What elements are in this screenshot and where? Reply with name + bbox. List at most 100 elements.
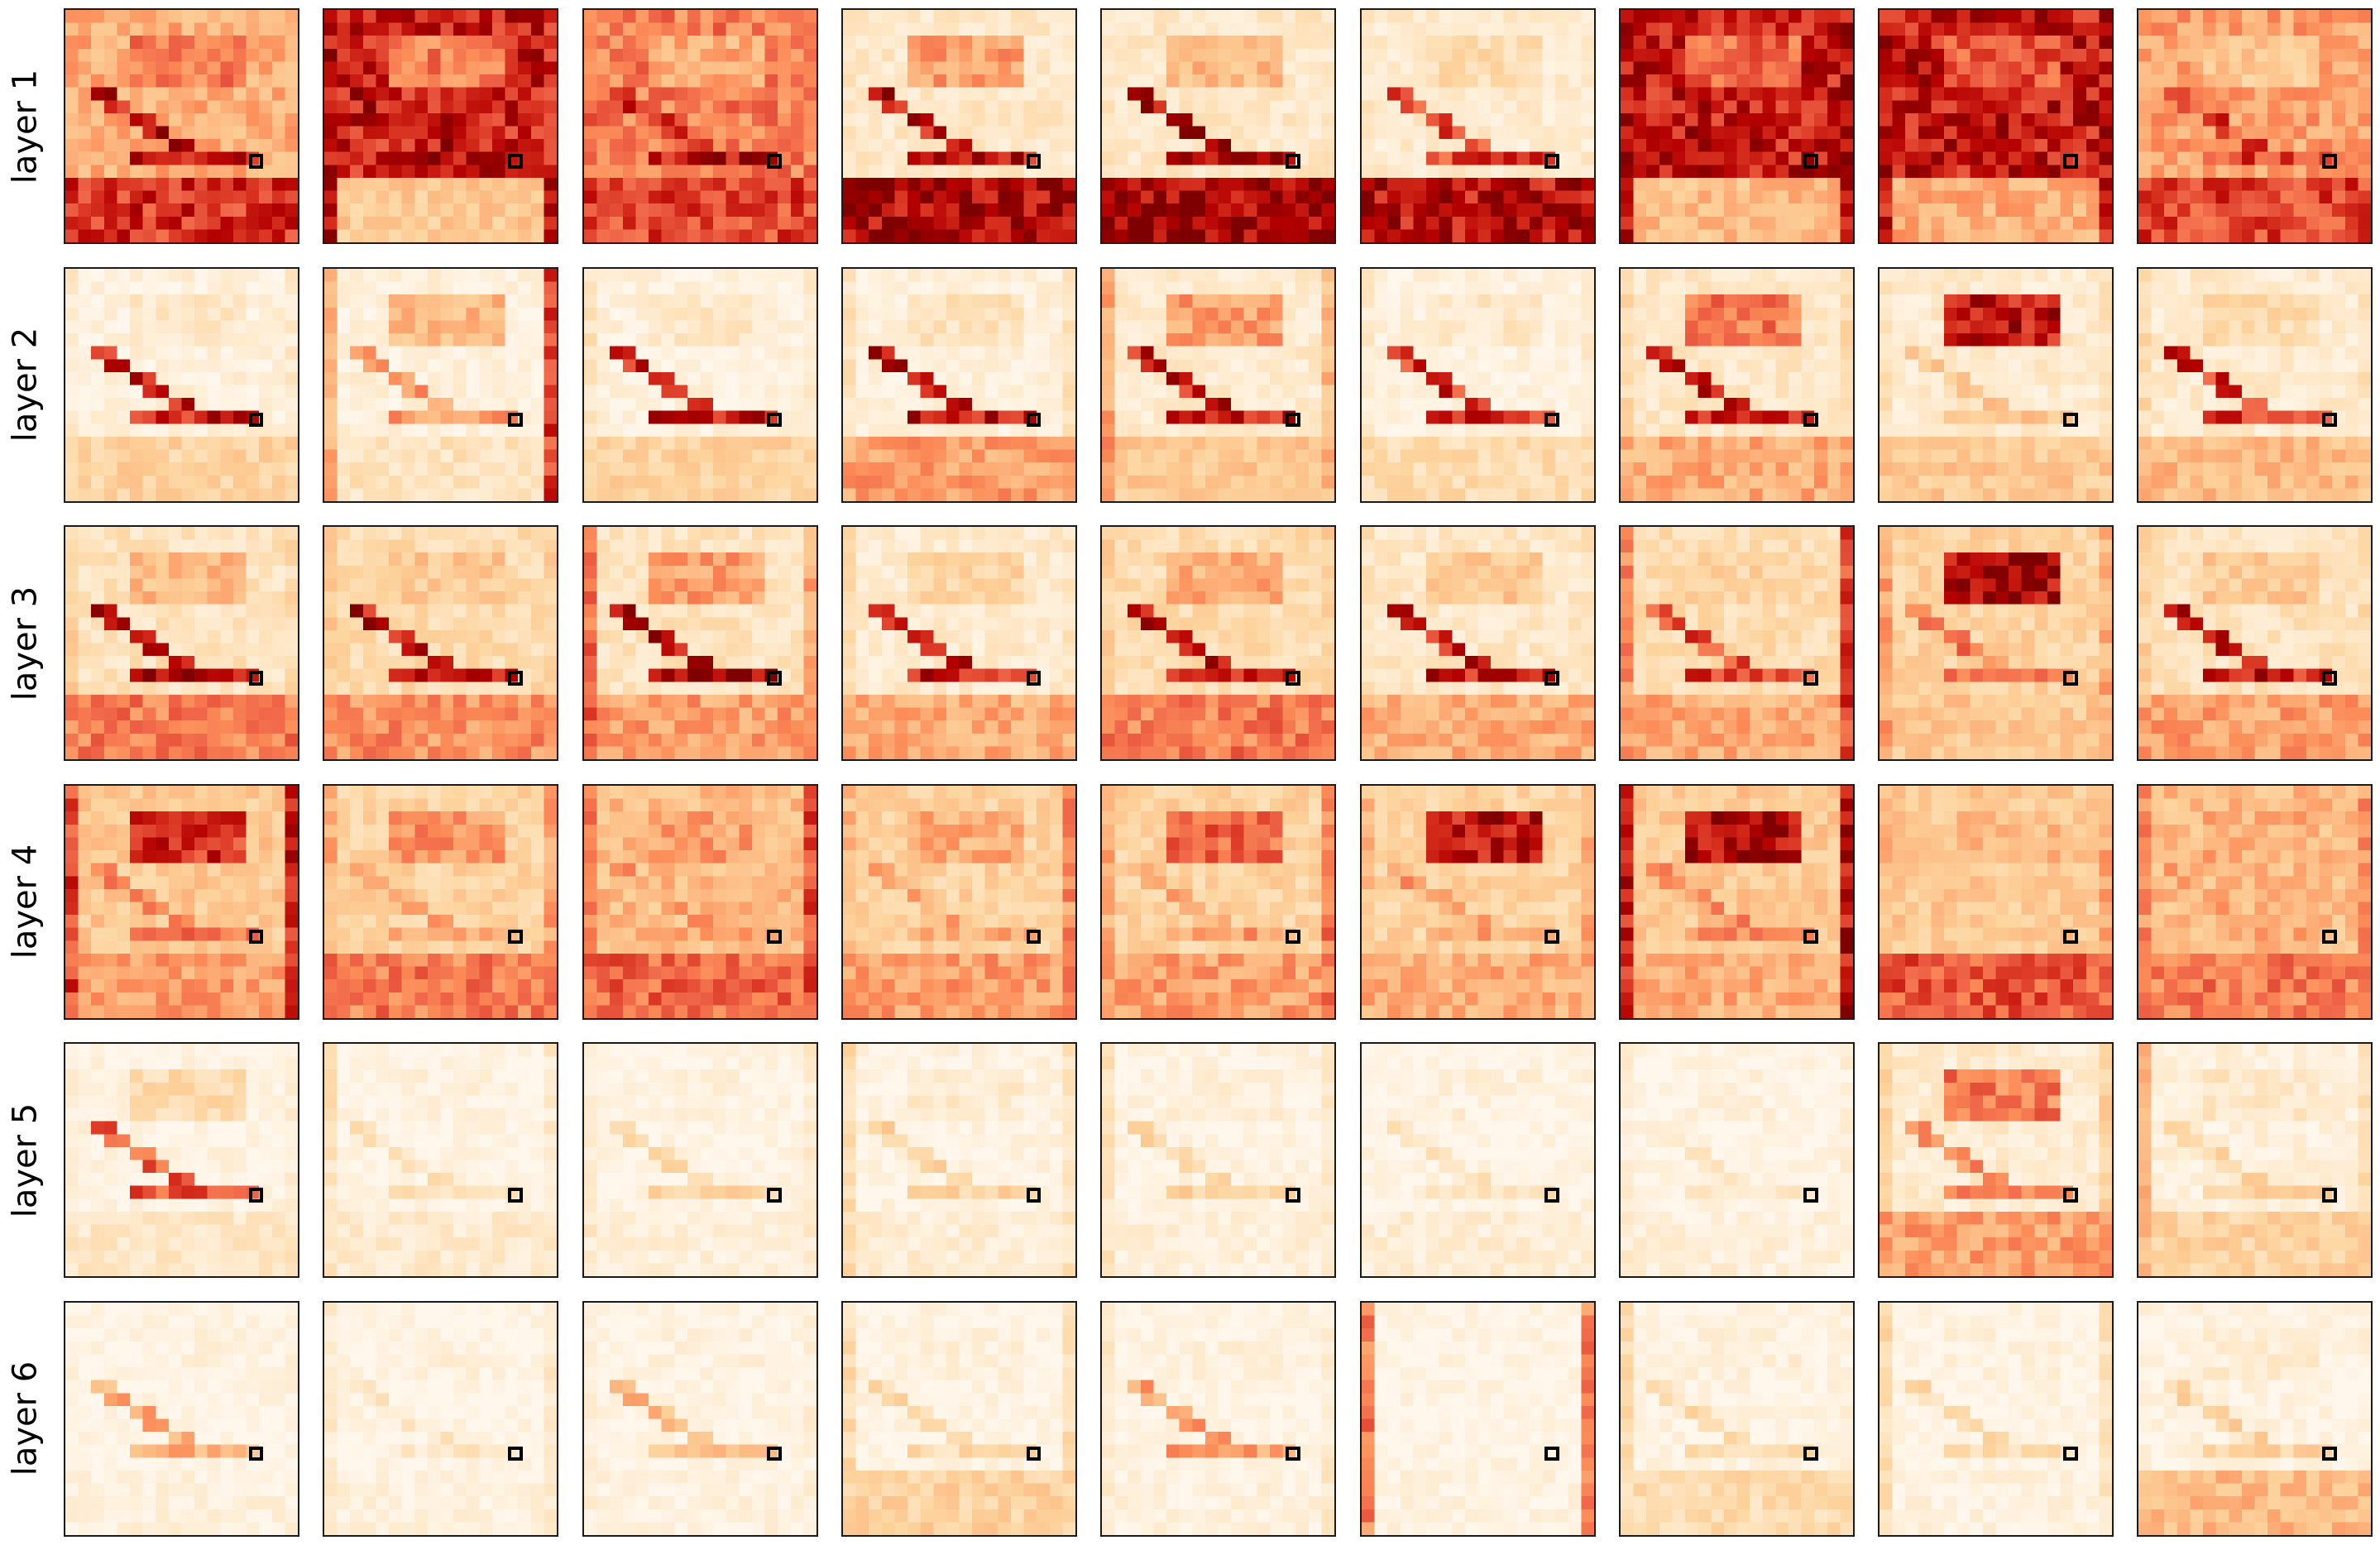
heatmap-cell	[725, 203, 740, 218]
heatmap-cell	[350, 10, 364, 23]
heatmap-cell	[764, 10, 778, 23]
heatmap-cell	[2060, 74, 2074, 88]
heatmap-cell	[1257, 397, 1271, 411]
heatmap-cell	[1529, 177, 1543, 191]
heatmap-cell	[479, 100, 493, 114]
heatmap-cell	[285, 319, 298, 333]
heatmap-cell	[492, 203, 506, 218]
heatmap-cell	[946, 449, 960, 462]
heatmap-cell	[1166, 423, 1180, 437]
heatmap-cell	[1970, 10, 1984, 23]
heatmap-cell	[790, 139, 804, 153]
row-label-6: layer 6	[0, 1301, 50, 1537]
heatmap-cell	[350, 229, 364, 242]
heatmap-cell	[232, 294, 247, 308]
heatmap-cell	[337, 319, 351, 333]
heatmap-cell	[1270, 268, 1284, 282]
heatmap-cell	[2293, 203, 2307, 218]
heatmap-cell	[259, 436, 273, 450]
heatmap-cell	[1554, 281, 1568, 295]
heatmap-cell	[1231, 36, 1245, 50]
heatmap-cell	[1827, 100, 1841, 114]
heatmap-cell	[1464, 410, 1478, 424]
heatmap-cell	[1153, 449, 1167, 462]
heatmap-cells	[65, 10, 298, 242]
heatmap-cell	[518, 139, 532, 153]
heatmap-cell	[738, 462, 752, 476]
heatmap-cell	[1049, 216, 1063, 230]
heatmap-cell	[881, 410, 895, 424]
heatmap-cell	[207, 216, 221, 230]
heatmap-cell	[1308, 139, 1322, 153]
heatmap-cell	[1425, 151, 1439, 165]
heatmap-cell	[467, 216, 480, 230]
heatmap-cell	[1580, 475, 1594, 489]
heatmap-cell	[1153, 216, 1167, 230]
heatmap-cell	[440, 126, 454, 140]
heatmap-cell	[661, 487, 675, 501]
heatmap-cell	[1361, 190, 1375, 204]
heatmap-cell	[622, 332, 636, 347]
heatmap-cell	[1918, 151, 1932, 165]
heatmap-cell	[142, 397, 156, 411]
heatmap-cell	[401, 397, 415, 411]
heatmap-cell	[1451, 100, 1465, 114]
heatmap-cell	[635, 487, 649, 501]
heatmap-cell	[2099, 36, 2113, 50]
heatmap-cell	[1801, 87, 1815, 101]
heatmap-cell	[2216, 165, 2229, 179]
heatmap-cell	[1128, 177, 1142, 191]
heatmap-cell	[635, 151, 649, 165]
heatmap-cell	[1257, 371, 1271, 385]
heatmap-cell	[492, 165, 506, 179]
heatmap-cell	[1827, 216, 1841, 230]
heatmap-cell	[712, 294, 726, 308]
heatmap-cell	[869, 216, 883, 230]
heatmap-cell	[1062, 487, 1075, 501]
heatmap-cell	[1646, 10, 1659, 23]
heatmap-cell	[751, 358, 765, 372]
heatmap-cell	[1243, 216, 1257, 230]
heatmap-cell	[1775, 22, 1789, 36]
heatmap-cell	[1736, 151, 1750, 165]
heatmap-cell	[855, 385, 869, 398]
heatmap-cell	[764, 139, 778, 153]
heatmap-cell	[1128, 216, 1142, 230]
heatmap-cell	[324, 462, 338, 476]
heatmap-cell	[998, 281, 1012, 295]
heatmap-cell	[531, 216, 544, 230]
heatmap-cell	[622, 346, 636, 360]
heatmap-cell	[1257, 139, 1271, 153]
heatmap-cell	[881, 61, 895, 75]
heatmap-cell	[1490, 346, 1504, 360]
heatmap-cell	[1102, 126, 1116, 140]
heatmap-cell	[959, 22, 973, 36]
heatmap-cell	[984, 36, 998, 50]
heatmap-cell	[130, 22, 143, 36]
heatmap-cell	[1788, 36, 1802, 50]
heatmap-cell	[609, 358, 623, 372]
heatmap-cell	[881, 190, 895, 204]
heatmap-cell	[1412, 177, 1426, 191]
heatmap-cell	[1062, 151, 1075, 165]
heatmap-cell	[1554, 100, 1568, 114]
heatmap-cell	[1361, 410, 1375, 424]
heatmap-cell	[1918, 139, 1932, 153]
heatmap-cell	[972, 61, 985, 75]
heatmap-cell	[1361, 294, 1375, 308]
heatmap-cell	[622, 216, 636, 230]
heatmap-cell	[1840, 165, 1853, 179]
heatmap-cell	[1439, 48, 1453, 62]
heatmap-cell	[103, 281, 117, 295]
heatmap-cell	[1128, 190, 1142, 204]
heatmap-cell	[725, 139, 740, 153]
heatmap-cell	[855, 203, 869, 218]
heatmap-cell	[389, 48, 403, 62]
heatmap-cell	[1361, 462, 1375, 476]
heatmap-cell	[855, 139, 869, 153]
heatmap-cell	[661, 397, 675, 411]
heatmap-cell	[1698, 22, 1712, 36]
heatmap-cell	[1918, 165, 1932, 179]
heatmap-cell	[2085, 74, 2100, 88]
heatmap-cell	[531, 10, 544, 23]
